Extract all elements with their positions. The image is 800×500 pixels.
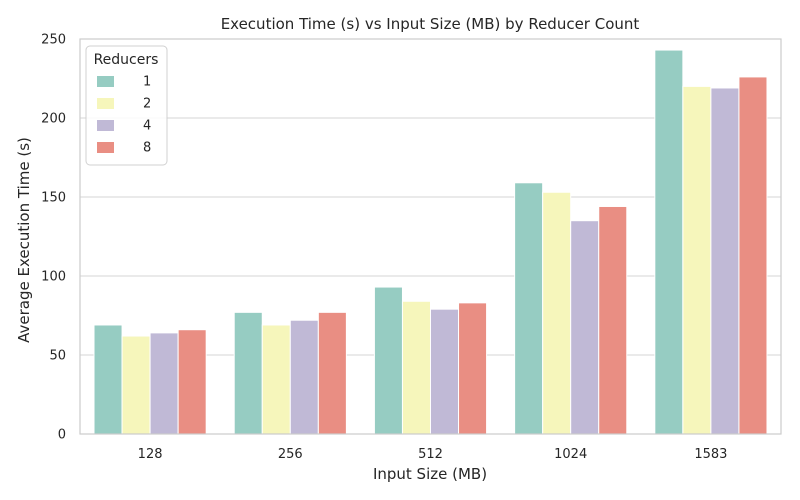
bar bbox=[289, 319, 319, 435]
bar bbox=[682, 85, 712, 435]
bar bbox=[373, 286, 403, 435]
legend-label: 8 bbox=[143, 141, 151, 156]
y-axis-label: Average Execution Time (s) bbox=[15, 137, 33, 343]
bar bbox=[401, 300, 431, 435]
x-tick-label: 256 bbox=[278, 447, 303, 462]
bar bbox=[598, 205, 628, 435]
bar bbox=[542, 191, 572, 435]
legend-swatch bbox=[97, 98, 114, 109]
y-tick-label: 250 bbox=[41, 33, 66, 48]
legend-box bbox=[85, 45, 168, 166]
y-tick-label: 150 bbox=[41, 191, 66, 206]
bar bbox=[738, 76, 768, 435]
legend-swatch bbox=[97, 142, 114, 153]
x-tick-label: 512 bbox=[418, 447, 443, 462]
legend-swatch bbox=[97, 120, 114, 131]
plot-frame bbox=[79, 38, 782, 435]
legend-label: 2 bbox=[143, 97, 151, 112]
bar bbox=[93, 324, 123, 435]
bar bbox=[233, 311, 263, 435]
y-tick-label: 200 bbox=[41, 112, 66, 127]
legend-label: 1 bbox=[143, 75, 151, 90]
bar bbox=[177, 329, 207, 435]
bar bbox=[121, 335, 151, 435]
bar bbox=[317, 311, 347, 435]
bar bbox=[514, 182, 544, 435]
bar bbox=[458, 302, 488, 435]
y-tick-label: 0 bbox=[58, 428, 66, 443]
bar bbox=[654, 49, 684, 435]
chart-title: Execution Time (s) vs Input Size (MB) by… bbox=[221, 15, 640, 33]
bars bbox=[93, 49, 768, 435]
x-tick-label: 1583 bbox=[694, 447, 727, 462]
plot-area bbox=[80, 38, 781, 435]
series-8 bbox=[177, 76, 768, 435]
legend: Reducers 1 2 4 8 bbox=[85, 45, 168, 166]
y-tick-label: 50 bbox=[49, 349, 66, 364]
x-axis-label: Input Size (MB) bbox=[373, 465, 487, 483]
bar bbox=[430, 308, 460, 435]
series-2 bbox=[121, 85, 712, 435]
x-tick-label: 128 bbox=[138, 447, 163, 462]
bar bbox=[149, 332, 179, 435]
legend-swatch bbox=[97, 76, 114, 87]
bar bbox=[570, 220, 600, 435]
legend-label: 4 bbox=[143, 119, 151, 134]
x-tick-label: 1024 bbox=[554, 447, 587, 462]
bar bbox=[261, 324, 291, 435]
legend-title: Reducers bbox=[94, 52, 159, 68]
bar bbox=[710, 87, 740, 435]
y-tick-label: 100 bbox=[41, 270, 66, 285]
